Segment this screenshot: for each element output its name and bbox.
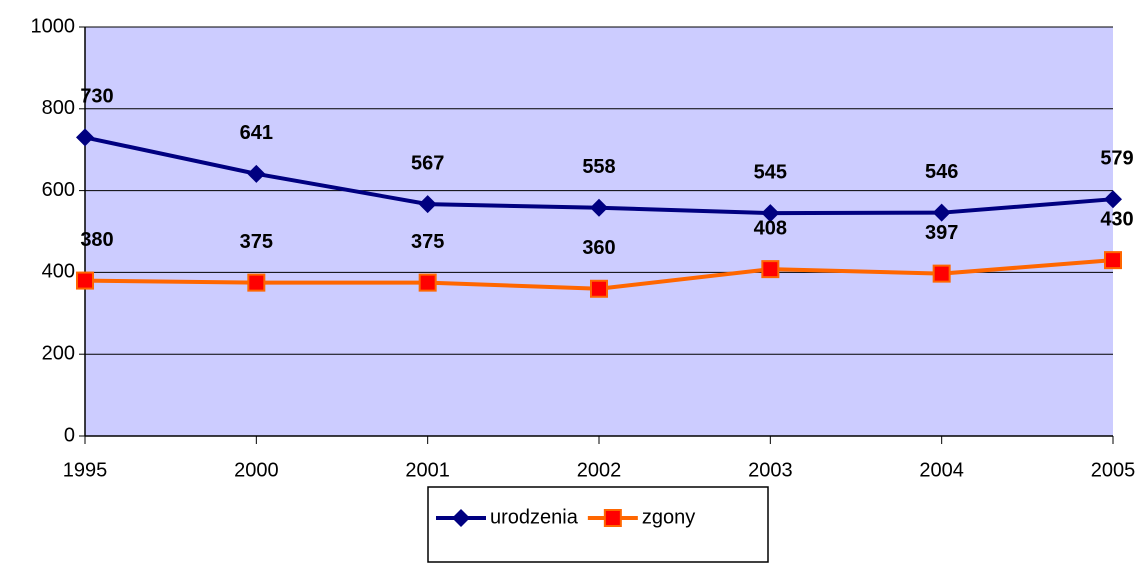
y-tick-label: 800 bbox=[42, 97, 75, 119]
marker bbox=[76, 128, 94, 147]
data-label: 430 bbox=[1100, 208, 1133, 230]
data-label: 375 bbox=[411, 231, 444, 253]
plot-area bbox=[85, 27, 1113, 436]
y-tick-label: 200 bbox=[42, 342, 75, 364]
marker bbox=[418, 273, 437, 292]
data-label: 360 bbox=[582, 237, 615, 259]
data-label: 641 bbox=[240, 122, 273, 144]
marker bbox=[247, 164, 266, 183]
y-tick-label: 600 bbox=[42, 179, 75, 201]
marker bbox=[932, 264, 951, 283]
data-label: 408 bbox=[754, 217, 787, 239]
marker bbox=[590, 198, 608, 217]
x-tick-label: 2002 bbox=[577, 459, 622, 481]
legend-label: zgony bbox=[642, 506, 695, 528]
marker bbox=[590, 279, 608, 298]
marker bbox=[932, 203, 951, 222]
marker bbox=[761, 204, 780, 223]
marker bbox=[603, 509, 622, 527]
data-label: 380 bbox=[80, 229, 113, 251]
x-tick-label: 2003 bbox=[748, 459, 793, 481]
marker bbox=[1104, 251, 1122, 270]
marker bbox=[76, 271, 94, 290]
legend-box bbox=[427, 486, 769, 563]
legend: urodzenia zgony bbox=[427, 486, 769, 563]
marker bbox=[1104, 190, 1122, 209]
data-label: 730 bbox=[80, 86, 113, 108]
data-label: 567 bbox=[411, 152, 444, 174]
data-label: 558 bbox=[582, 156, 615, 178]
x-tick-label: 2004 bbox=[919, 459, 964, 481]
marker bbox=[418, 195, 437, 214]
marker bbox=[761, 260, 780, 279]
data-label: 579 bbox=[1100, 147, 1133, 169]
legend-label: urodzenia bbox=[490, 506, 579, 528]
marker bbox=[452, 509, 470, 527]
data-label: 397 bbox=[925, 222, 958, 244]
y-tick-label: 400 bbox=[42, 261, 75, 283]
x-tick-label: 1995 bbox=[63, 459, 108, 481]
y-tick-label: 1000 bbox=[31, 15, 76, 37]
data-label: 545 bbox=[754, 161, 787, 183]
data-label: 375 bbox=[240, 231, 273, 253]
x-tick-label: 2005 bbox=[1091, 459, 1136, 481]
x-tick-label: 2001 bbox=[405, 459, 450, 481]
data-label: 546 bbox=[925, 161, 958, 183]
y-tick-label: 0 bbox=[64, 424, 75, 446]
marker bbox=[247, 273, 266, 292]
x-tick-label: 2000 bbox=[234, 459, 279, 481]
